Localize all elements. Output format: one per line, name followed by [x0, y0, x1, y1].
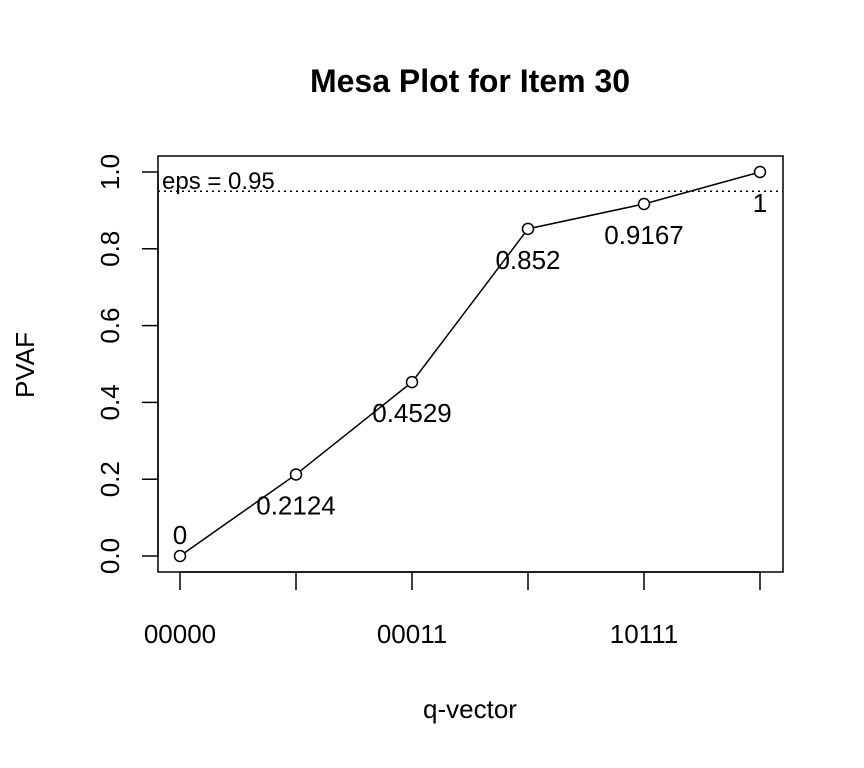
x-axis-label: q-vector [423, 694, 517, 724]
threshold: eps = 0.95 [158, 168, 783, 195]
y-tick-label: 0.2 [95, 461, 125, 497]
x-tick-label: 00011 [377, 619, 447, 649]
data-point [173, 549, 187, 563]
data-label: 0.4529 [372, 398, 452, 428]
chart-title: Mesa Plot for Item 30 [310, 63, 630, 99]
y-axis: 0.0 0.2 0.4 0.6 0.8 1.0 [95, 154, 159, 574]
y-tick-label: 1.0 [95, 154, 125, 190]
data-label: 0 [173, 520, 187, 550]
data-point [521, 222, 535, 236]
y-tick-label: 0.8 [95, 231, 125, 267]
eps-threshold-label: eps = 0.95 [162, 168, 275, 195]
data-label: 0.852 [495, 245, 560, 275]
y-tick-label: 0.6 [95, 308, 125, 344]
y-axis-label: PVAF [10, 332, 40, 398]
data-label: 0.2124 [256, 490, 336, 520]
data-label: 0.9167 [604, 220, 684, 250]
data-point [405, 375, 419, 389]
plot-frame [157, 155, 784, 573]
data-point [637, 197, 651, 211]
x-tick-label: 10111 [610, 619, 678, 649]
x-tick-label: 00000 [144, 619, 216, 649]
series-line [179, 171, 761, 557]
x-axis: 00000 00011 10111 [144, 571, 761, 649]
data-point [753, 165, 767, 179]
series-pvaf: 0 0.2124 0.4529 0.852 0.9167 1 [173, 165, 767, 563]
data-label: 1 [753, 188, 767, 218]
data-point [289, 468, 303, 481]
y-tick-label: 0.4 [95, 384, 125, 420]
y-tick-label: 0.0 [95, 538, 125, 574]
